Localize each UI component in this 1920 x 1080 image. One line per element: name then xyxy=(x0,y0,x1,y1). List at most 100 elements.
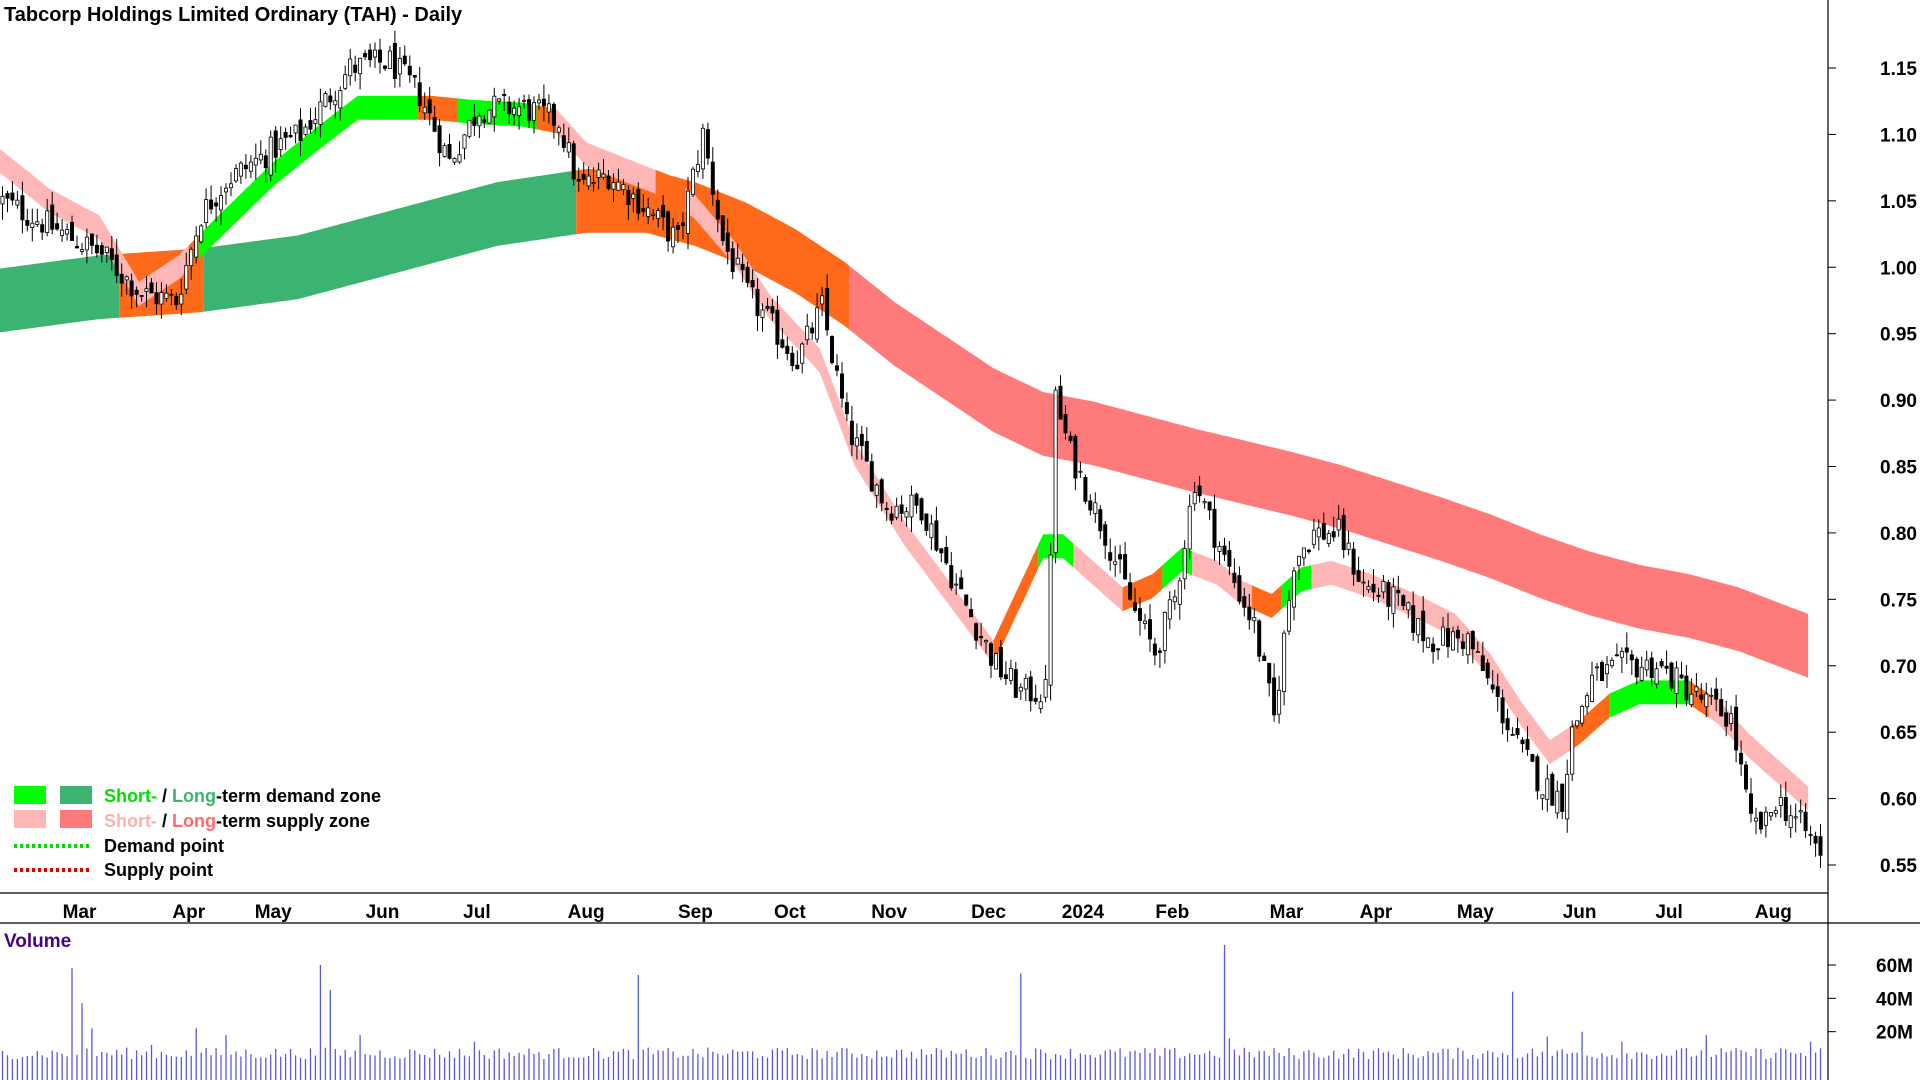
candle xyxy=(760,303,765,332)
candle xyxy=(1272,663,1277,722)
candle xyxy=(1242,587,1247,617)
short-term-zone-segment xyxy=(655,169,686,212)
candle xyxy=(467,119,472,139)
candle xyxy=(278,126,283,157)
candle xyxy=(1167,591,1172,630)
candle xyxy=(238,161,243,184)
short-term-zone-segment xyxy=(198,95,418,260)
candle xyxy=(1470,630,1475,664)
candle xyxy=(1346,530,1351,556)
candle xyxy=(338,86,343,121)
candle xyxy=(537,93,542,110)
x-tick-label: Apr xyxy=(1360,902,1393,923)
candle xyxy=(333,90,338,120)
candle xyxy=(835,354,840,377)
candle xyxy=(1684,665,1689,706)
short-term-zone-segment xyxy=(1251,585,1282,618)
candle xyxy=(1058,375,1063,420)
candle xyxy=(1436,648,1441,660)
candle xyxy=(1585,692,1590,715)
candle xyxy=(1073,434,1078,491)
candle xyxy=(1008,659,1013,685)
candle xyxy=(1500,689,1505,735)
candle xyxy=(55,212,60,231)
candle xyxy=(263,149,268,183)
candle xyxy=(1282,630,1287,706)
candle xyxy=(1600,660,1605,682)
candle xyxy=(303,123,308,137)
candle xyxy=(204,188,209,229)
candle xyxy=(879,477,884,512)
candle xyxy=(1649,651,1654,687)
candle xyxy=(10,181,15,206)
candle xyxy=(1689,678,1694,708)
candle xyxy=(1475,641,1480,653)
candle xyxy=(1262,652,1267,661)
x-tick-label: Aug xyxy=(1755,902,1792,923)
candle xyxy=(1376,587,1381,603)
candle xyxy=(815,293,820,343)
x-tick-label: Jun xyxy=(366,902,400,923)
y-tick-label: 0.80 xyxy=(1880,524,1917,545)
candle xyxy=(1028,670,1033,712)
candle xyxy=(1416,618,1421,644)
legend-item-demand-zone: Short- / Long-term demand zone xyxy=(14,786,381,806)
chart-title: Tabcorp Holdings Limited Ordinary (TAH) … xyxy=(4,4,463,26)
candle xyxy=(313,107,318,135)
candle xyxy=(189,247,194,280)
candle xyxy=(1754,807,1759,835)
candle xyxy=(70,215,75,241)
candle xyxy=(1351,542,1356,586)
candle xyxy=(700,123,705,179)
candle xyxy=(1803,803,1808,838)
candle xyxy=(104,246,109,263)
candle xyxy=(184,252,189,295)
candle xyxy=(1465,631,1470,664)
candle xyxy=(1535,754,1540,800)
candle xyxy=(994,652,999,670)
candle xyxy=(1609,657,1614,669)
candle xyxy=(1401,594,1406,610)
candle xyxy=(566,127,571,158)
candle xyxy=(1287,590,1292,635)
candle xyxy=(1446,613,1451,658)
candle xyxy=(402,45,407,66)
candle xyxy=(1575,720,1580,729)
y-tick-label: 1.05 xyxy=(1880,192,1917,213)
candle xyxy=(964,594,969,607)
candle xyxy=(954,573,959,595)
candle xyxy=(939,548,944,563)
candle xyxy=(1207,501,1212,520)
candle xyxy=(497,97,502,105)
candle xyxy=(1793,803,1798,833)
candle xyxy=(805,313,810,345)
x-tick-label: Nov xyxy=(871,902,907,923)
candle xyxy=(1734,694,1739,763)
candle xyxy=(1758,811,1763,834)
candle xyxy=(840,362,845,408)
candle xyxy=(919,497,924,525)
candle xyxy=(924,513,929,536)
candle xyxy=(1182,540,1187,590)
legend-supply-point-text: Supply point xyxy=(104,860,213,880)
candle xyxy=(1162,611,1167,664)
candle xyxy=(323,91,328,108)
candle xyxy=(1679,661,1684,680)
candle xyxy=(1172,589,1177,610)
candle xyxy=(517,97,522,130)
candle xyxy=(1704,682,1709,718)
candle xyxy=(1624,632,1629,664)
candle xyxy=(1341,508,1346,559)
candle xyxy=(1202,498,1207,509)
candle xyxy=(482,114,487,129)
candle xyxy=(1724,700,1729,737)
candle xyxy=(30,208,35,242)
candle xyxy=(1311,518,1316,549)
short-term-zone-segment xyxy=(417,95,457,123)
candle xyxy=(810,322,815,340)
candle xyxy=(1659,658,1664,669)
short-term-zone-segment xyxy=(993,544,1039,665)
candle xyxy=(15,191,20,209)
candle xyxy=(1555,780,1560,819)
candle xyxy=(1143,613,1148,630)
